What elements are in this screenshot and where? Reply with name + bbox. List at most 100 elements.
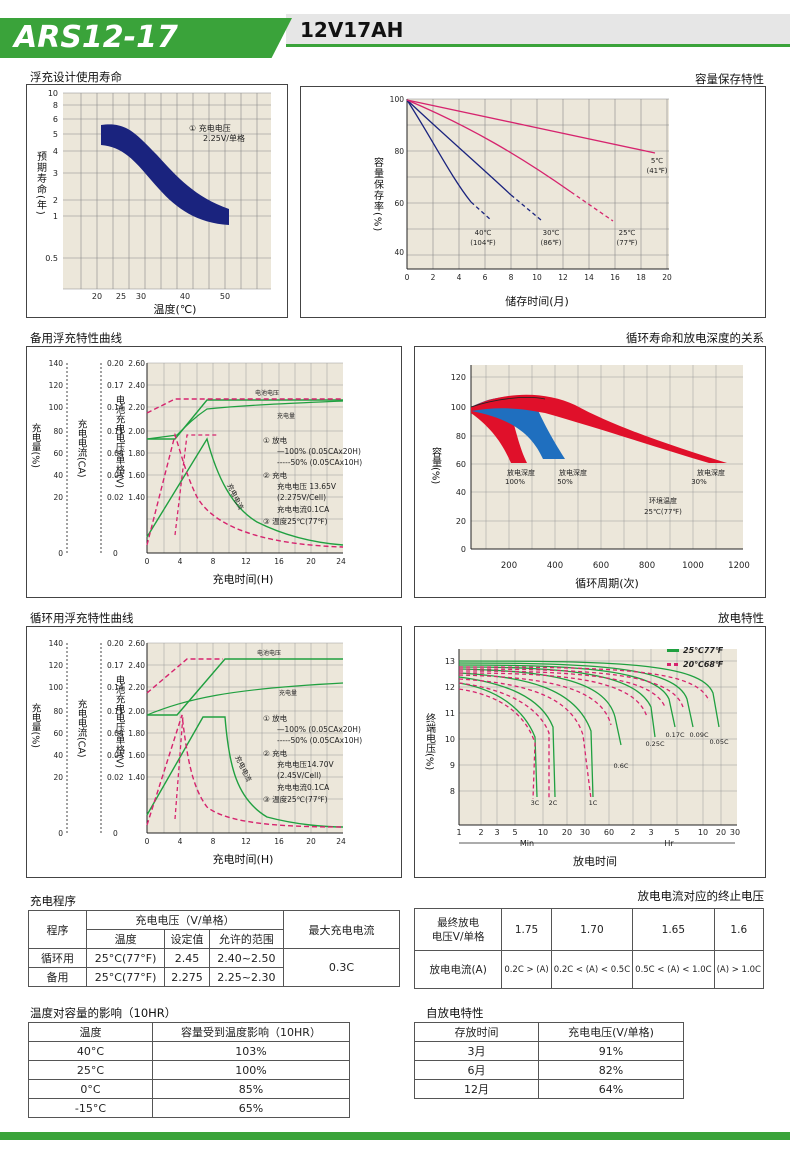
cc-ax3-tick: 1.60 <box>128 751 145 760</box>
cap-label-5: 5℃ <box>651 157 663 165</box>
dc-xtick: 5 <box>674 828 679 837</box>
dc-curve-3c <box>458 682 538 798</box>
sb-legend-line: 充电电压 13.65V <box>277 481 337 491</box>
cy-xtick: 200 <box>501 561 517 571</box>
fl-xtick: 25 <box>116 292 126 301</box>
sb-ax2-tick: 0 <box>113 549 118 558</box>
cap-label-25-f: (77℉) <box>616 239 637 247</box>
cc-legend-line: —100% (0.05CAx20H) <box>277 725 361 734</box>
st-h1: 存放时间 <box>414 1022 539 1042</box>
ct-h-temp: 温度 <box>85 929 166 949</box>
dc-ytick: 13 <box>445 657 455 666</box>
cy-ylabel: 容量(%) <box>430 446 442 485</box>
dc-curve-005c <box>458 660 720 728</box>
fl-xtick: 20 <box>92 292 102 301</box>
tt-h2: 容量受到温度影响（10HR） <box>152 1022 350 1042</box>
spec-title: 12V17AH <box>300 18 404 42</box>
capacity-panel: 100 80 60 40 0 2 4 6 8 10 12 14 16 18 20… <box>300 86 766 318</box>
sb-ax2-tick: 0.11 <box>107 427 124 436</box>
dc-legend-20: 20℃68℉ <box>683 660 724 669</box>
cap-curve-25 <box>406 99 572 193</box>
cc-ax2-tick: 0.20 <box>107 639 124 648</box>
cy-ytick: 20 <box>456 517 466 526</box>
dc-xtick: 10 <box>538 828 548 837</box>
cap-curve-5 <box>406 99 656 154</box>
dc-ylabel: 终端电压(%) <box>424 712 436 771</box>
cc-ax1-tick: 0 <box>58 829 63 838</box>
cut-current: (A) > 1.0C <box>713 950 765 989</box>
sb-ax3-tick: 1.80 <box>128 449 145 458</box>
cc-ax3-tick: 1.40 <box>128 773 145 782</box>
cy-ytick: 80 <box>456 432 466 441</box>
cy-xtick: 600 <box>593 561 609 571</box>
dc-rate: 0.05C <box>709 738 728 746</box>
fl-ytick: 4 <box>53 147 58 156</box>
ct-temp: 25°C(77°F) <box>85 967 166 987</box>
cy-dod-50: 放电深度 <box>559 468 587 477</box>
ct-proc: 备用 <box>28 967 87 987</box>
fl-xlabel: 温度(℃) <box>154 302 197 316</box>
tt-val: 65% <box>152 1098 350 1118</box>
dc-xtick: 20 <box>562 828 572 837</box>
cy-ytick: 60 <box>456 460 466 469</box>
cap-xtick: 10 <box>532 273 542 282</box>
cc-xtick: 16 <box>274 837 284 846</box>
cc-legend-line: -----50% (0.05CAx10H) <box>277 736 362 745</box>
footer-bar <box>0 1132 790 1140</box>
cy-env-2: 25℃(77℉) <box>644 508 682 516</box>
tt-h1: 温度 <box>28 1022 153 1042</box>
cy-ytick: 100 <box>451 403 466 412</box>
tt-val: 100% <box>152 1060 350 1080</box>
sb-curve-charge: 充电量 <box>277 412 295 420</box>
sb-ax2-tick: 0.17 <box>107 381 124 390</box>
fl-ytick: 8 <box>53 101 58 110</box>
dc-rate: 0.6C <box>614 762 629 770</box>
ct-set: 2.275 <box>164 967 210 987</box>
st-val: 64% <box>538 1079 684 1099</box>
cy-dod-100-v: 100% <box>505 478 525 486</box>
sb-ax1-tick: 100 <box>49 403 64 412</box>
cy-xtick: 1000 <box>682 561 704 571</box>
sb-legend-line: ③ 温度25℃(77℉) <box>263 516 328 526</box>
tt-temp: 25°C <box>28 1060 153 1080</box>
ct-h-proc: 程序 <box>28 910 87 949</box>
cc-ax1-label: 充电量(%) <box>30 702 42 748</box>
tt-temp: 0°C <box>28 1079 153 1099</box>
model-tab <box>0 18 292 58</box>
cap-ylabel: 容量保存率(%) <box>372 156 384 233</box>
cc-xlabel: 充电时间(H) <box>213 852 274 866</box>
cut-h: 最终放电 电压V/单格 <box>413 908 503 951</box>
cap-label-25: 25℃ <box>619 229 636 237</box>
cy-dod-100: 放电深度 <box>507 468 535 477</box>
dc-curve-1c <box>458 672 594 798</box>
cap-ytick: 100 <box>390 95 405 104</box>
cc-ax3-tick: 2.40 <box>128 661 145 670</box>
cap-curve-30 <box>406 99 512 196</box>
cap-xtick: 4 <box>457 273 462 282</box>
cc-ax1-tick: 140 <box>49 639 64 648</box>
sb-ax1-tick: 40 <box>53 471 63 480</box>
cc-legend-line: (2.45V/Cell) <box>277 771 321 780</box>
cc-ax1-tick: 80 <box>53 707 63 716</box>
cycle-band-50 <box>471 396 565 459</box>
charge-table: 程序 充电电压（V/单格） 最大充电电流 温度 设定值 允许的范围 循环用 25… <box>28 910 400 987</box>
self-discharge-title: 自放电特性 <box>426 1006 484 1020</box>
cc-ax2-tick: 0.08 <box>107 729 124 738</box>
cap-xtick: 14 <box>584 273 594 282</box>
cut-volt: 1.75 <box>501 908 552 951</box>
cc-ax3-tick: 2.60 <box>128 639 145 648</box>
sb-ax3-tick: 2.20 <box>128 403 145 412</box>
cc-ax3-tick: 2.00 <box>128 707 145 716</box>
sb-ax2-tick: 0.14 <box>107 403 124 412</box>
dc-legend-25-swatch <box>667 649 679 652</box>
cc-ax1-tick: 120 <box>49 661 64 670</box>
cutoff-table: 最终放电 电压V/单格 1.75 1.70 1.65 1.6 放电电流(A) 0… <box>413 908 765 989</box>
sb-xtick: 8 <box>211 557 216 566</box>
sb-ax3-tick: 1.40 <box>128 493 145 502</box>
fl-xtick: 50 <box>220 292 230 301</box>
fl-ytick: 0.5 <box>45 254 58 263</box>
cc-ax3-tick: 1.80 <box>128 729 145 738</box>
sb-xtick: 24 <box>336 557 346 566</box>
dc-xtick: 30 <box>730 828 740 837</box>
sb-ax2-tick: 0.20 <box>107 359 124 368</box>
